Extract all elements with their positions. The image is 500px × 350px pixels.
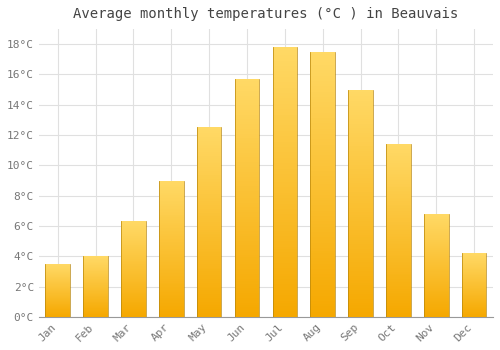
Title: Average monthly temperatures (°C ) in Beauvais: Average monthly temperatures (°C ) in Be…: [74, 7, 458, 21]
